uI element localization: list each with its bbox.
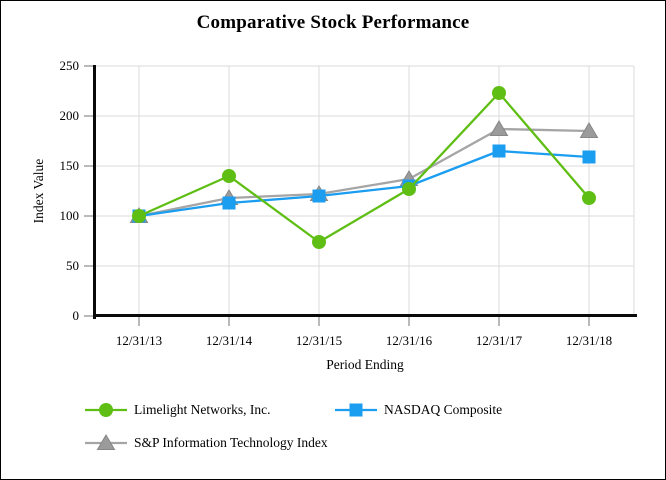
data-point-square	[582, 150, 596, 164]
legend-label: NASDAQ Composite	[384, 402, 503, 417]
x-tick-label: 12/31/17	[475, 333, 523, 348]
x-tick-label: 12/31/16	[385, 333, 433, 348]
data-point-square	[312, 189, 326, 203]
legend-glyph	[85, 434, 127, 450]
legend-item-limelight: Limelight Networks, Inc.	[84, 401, 270, 419]
y-axis-title: Index Value	[31, 158, 46, 224]
data-point-circle	[312, 235, 326, 249]
x-tick-label: 12/31/14	[205, 333, 253, 348]
series-line	[138, 127, 590, 218]
series-line	[138, 149, 590, 218]
data-point-circle	[582, 191, 596, 205]
y-tick-label: 0	[72, 308, 80, 323]
y-tick-label: 100	[59, 208, 80, 223]
legend-label: Limelight Networks, Inc.	[134, 402, 271, 417]
legend-marker-square-icon	[334, 401, 378, 419]
data-point-circle	[222, 169, 236, 183]
y-tick-label: 250	[59, 58, 80, 73]
legend-marker-triangle-icon	[84, 434, 128, 452]
legend-marker-shape	[96, 434, 116, 450]
legend-glyph	[335, 403, 377, 417]
data-point-circle	[132, 209, 146, 223]
x-axis-title: Period Ending	[326, 357, 404, 372]
legend-marker-circle-icon	[84, 401, 128, 419]
data-point-square	[492, 144, 506, 158]
x-tick-label: 12/31/13	[115, 333, 163, 348]
y-tick-label: 200	[59, 108, 80, 123]
legend-item-sp-info-tech: S&P Information Technology Index	[84, 434, 328, 452]
legend-label: S&P Information Technology Index	[134, 435, 328, 450]
y-tick-label: 50	[66, 258, 79, 273]
data-point-circle	[492, 86, 506, 100]
legend-item-nasdaq: NASDAQ Composite	[334, 401, 502, 419]
data-point-triangle	[579, 122, 599, 138]
x-tick-label: 12/31/18	[565, 333, 613, 348]
y-tick-label: 150	[59, 158, 80, 173]
legend-marker-shape	[349, 403, 363, 417]
data-point-square	[222, 196, 236, 210]
legend-glyph	[85, 403, 127, 417]
chart-title: Comparative Stock Performance	[196, 12, 470, 33]
data-point-triangle	[489, 120, 509, 136]
series-line	[138, 91, 590, 244]
legend-marker-shape	[99, 403, 113, 417]
data-point-circle	[402, 182, 416, 196]
x-axis-line	[93, 314, 637, 317]
x-tick-label: 12/31/15	[295, 333, 343, 348]
y-axis-line	[93, 65, 96, 319]
